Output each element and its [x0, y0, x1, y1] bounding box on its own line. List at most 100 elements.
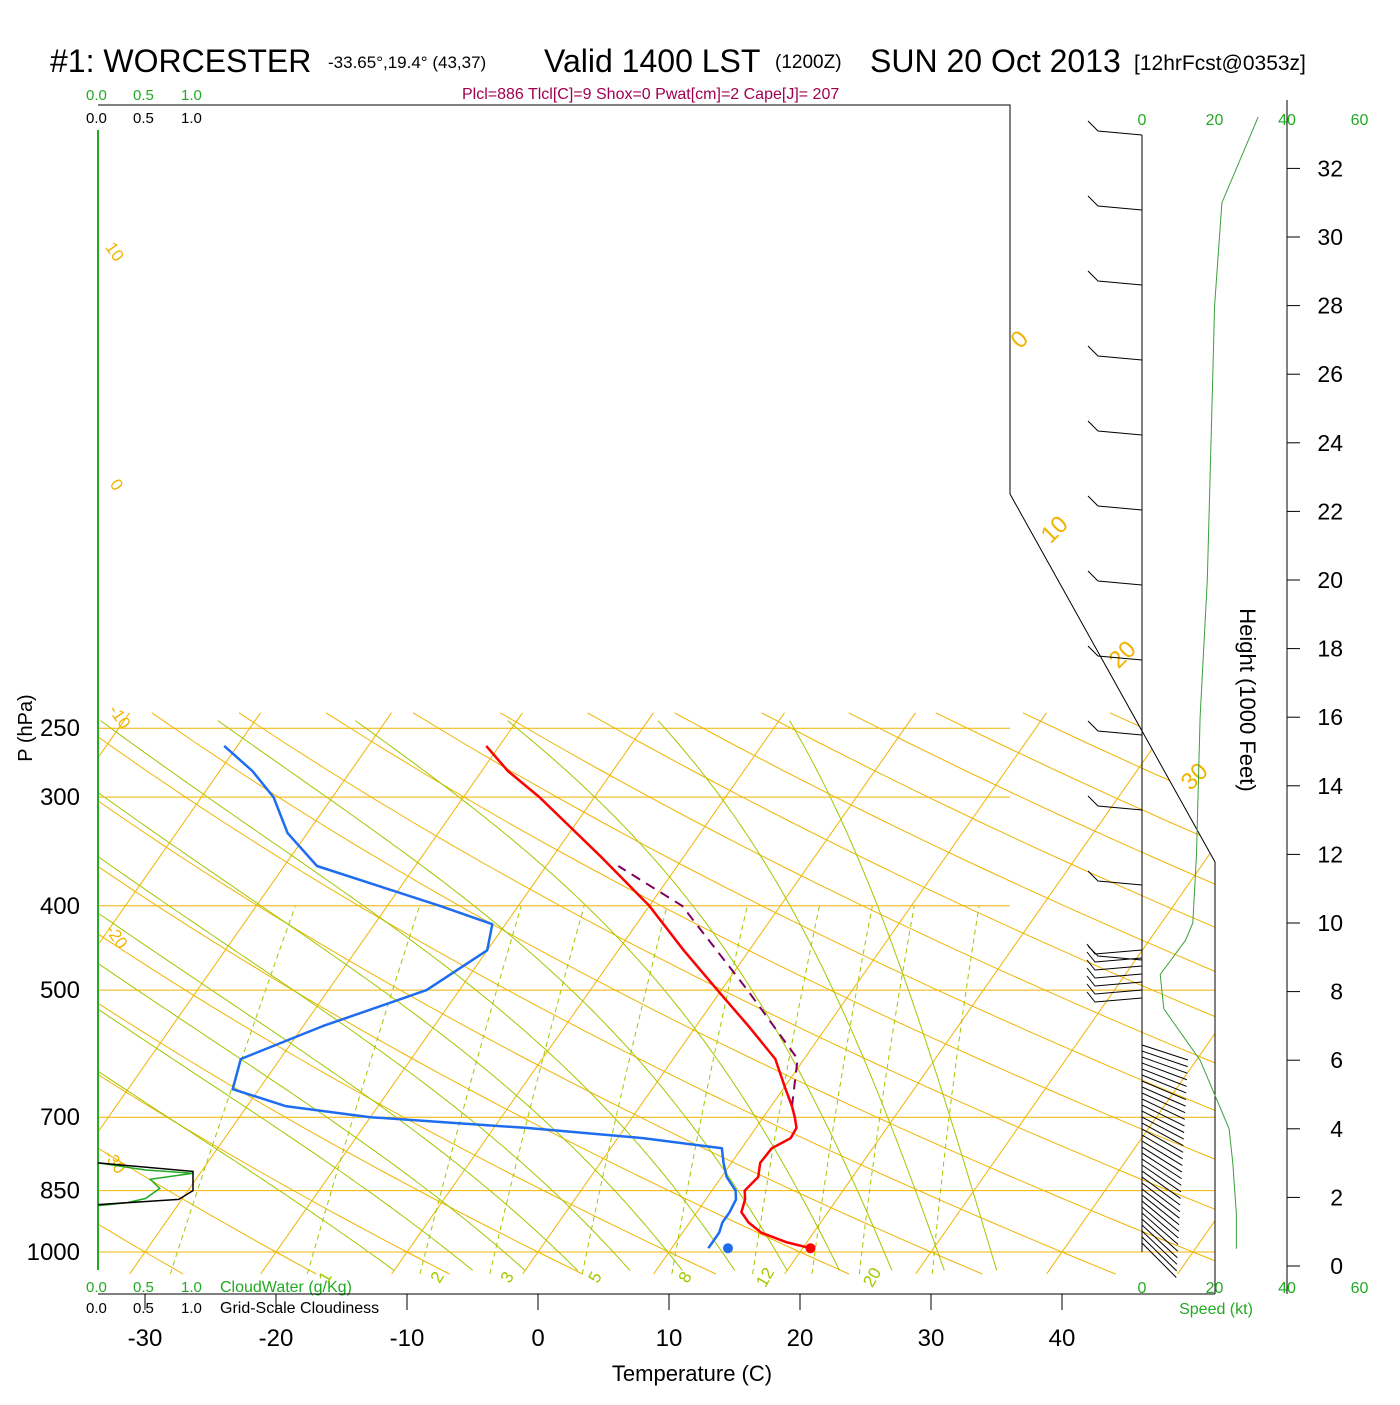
wind-barb — [1142, 1141, 1182, 1165]
temperature-tick-label: -10 — [390, 1325, 425, 1352]
dry-adiabat-label: 30 — [1176, 758, 1214, 796]
pressure-tick-label: 250 — [40, 715, 80, 742]
temperature-tick-label: 0 — [531, 1325, 544, 1352]
pressure-tick-label: 700 — [40, 1104, 80, 1131]
mixing-ratio-label: 12 — [752, 1264, 778, 1290]
height-tick-label: 12 — [1317, 841, 1343, 867]
mixing-ratio-line — [490, 906, 584, 1274]
isotherm-label: -10 — [105, 701, 135, 732]
cloudwater-top-tick: 1.0 — [181, 87, 202, 104]
forecast-date: SUN 20 Oct 2013 — [870, 43, 1121, 79]
cloudiness-top-tick: 0.0 — [86, 110, 107, 127]
cloudwater-bottom-tick: 0.5 — [133, 1279, 154, 1296]
wind-barb — [1142, 1219, 1178, 1251]
wind-barb — [1142, 1051, 1188, 1067]
wind-barb — [1088, 196, 1142, 210]
height-tick-label: 26 — [1317, 361, 1343, 387]
mixing-ratio-label: 3 — [497, 1268, 518, 1286]
cloudiness-bottom-tick: 0.0 — [86, 1300, 107, 1317]
moist-adiabat-line — [101, 721, 735, 1271]
wind-barb — [1088, 121, 1142, 135]
temperature-tick-label: -30 — [128, 1325, 163, 1352]
wind-barb — [1088, 346, 1142, 360]
isotherm-line — [1178, 713, 1400, 1274]
pressure-tick-label: 1000 — [27, 1239, 80, 1266]
station-title: #1: WORCESTER — [50, 43, 311, 79]
cloudiness-bottom-tick: 1.0 — [181, 1300, 202, 1317]
speed-top-tick-label: 0 — [1138, 112, 1147, 129]
wind-barb — [1142, 1225, 1177, 1258]
wind-barb — [1142, 1213, 1178, 1245]
pressure-tick-label: 500 — [40, 977, 80, 1004]
height-tick-label: 30 — [1317, 224, 1343, 250]
wind-barb — [1088, 271, 1142, 285]
mixing-ratio-line — [812, 906, 872, 1274]
cloudiness-bottom-tick: 0.5 — [133, 1300, 154, 1317]
wind-barb — [1142, 1201, 1179, 1231]
pressure-tick-label: 850 — [40, 1178, 80, 1205]
temperature-tick-label: 10 — [656, 1325, 683, 1352]
cloudwater-bottom-tick: 0.0 — [86, 1279, 107, 1296]
isotherm-label: 0 — [106, 476, 127, 495]
temperature-tick-label: -20 — [259, 1325, 294, 1352]
wind-barb — [1087, 944, 1142, 954]
dry-adiabat-line — [1197, 713, 1400, 1274]
wind-barb — [1088, 721, 1142, 735]
speed-bottom-tick-label: 60 — [1351, 1280, 1369, 1297]
height-tick-label: 0 — [1330, 1253, 1343, 1279]
dry-adiabat-line — [1110, 713, 1400, 1274]
wind-barb — [1142, 1171, 1181, 1198]
zulu-time: (1200Z) — [775, 52, 842, 73]
wind-barb — [1088, 871, 1142, 885]
moist-adiabat-line — [1, 721, 682, 1271]
temperature-trace — [486, 746, 810, 1248]
cloudwater-bottom-tick: 1.0 — [181, 1279, 202, 1296]
wind-barb — [1088, 571, 1142, 585]
moist-adiabat-line — [508, 721, 892, 1271]
profiles — [224, 746, 815, 1253]
wind-barb — [1142, 1129, 1183, 1152]
wind-barb — [1142, 1243, 1176, 1278]
moist-adiabat-line — [218, 721, 787, 1271]
wind-barb — [1142, 1195, 1179, 1225]
speed-top-tick-label: 60 — [1351, 112, 1369, 129]
height-tick-label: 2 — [1330, 1184, 1343, 1210]
mixing-ratio-label: 5 — [585, 1268, 606, 1286]
height-tick-label: 16 — [1317, 704, 1343, 730]
cloudwater-top-tick: 0.5 — [133, 87, 154, 104]
wind-barb — [1142, 1135, 1183, 1159]
mixing-ratio-line — [672, 906, 748, 1274]
background-grid — [0, 713, 1400, 1274]
mixing-ratio-line — [307, 906, 419, 1274]
cloudwater-top-tick: 0.0 — [86, 87, 107, 104]
height-tick-label: 8 — [1330, 979, 1343, 1005]
pressure-tick-label: 400 — [40, 893, 80, 920]
y-axis-title: P (hPa) — [15, 694, 37, 761]
temperature-tick-label: 40 — [1049, 1325, 1076, 1352]
pressure-tick-label: 300 — [40, 784, 80, 811]
cloudiness-top-tick: 1.0 — [181, 110, 202, 127]
height-tick-label: 24 — [1317, 430, 1343, 456]
height-tick-label: 22 — [1317, 498, 1343, 524]
dry-adiabat-line — [1371, 713, 1400, 1274]
mixing-ratio-label: 20 — [859, 1264, 885, 1290]
dry-adiabat-label: 10 — [1036, 511, 1074, 549]
wind-barb — [1088, 496, 1142, 510]
wind-barb — [1142, 1237, 1177, 1271]
cloud-bottom-scale: 0.0 0.5 1.0 CloudWater (g/Kg) 0.0 0.5 1.… — [86, 1279, 379, 1317]
wind-barb — [1142, 1147, 1182, 1172]
isotherm-label: -30 — [100, 1146, 130, 1177]
axes: 1000 850 700 500 400 300 250 -30 -20 -10 0 10 20 30 40 — [27, 715, 1076, 1352]
height-tick-label: 18 — [1317, 636, 1343, 662]
dewpoint-trace — [224, 746, 736, 1248]
moist-adiabat-line — [355, 721, 839, 1271]
isotherm-label: -20 — [102, 921, 132, 952]
wind-barb — [1142, 1123, 1183, 1146]
height-tick-label: 32 — [1317, 155, 1343, 181]
sounding-params: Plcl=886 Tlcl[C]=9 Shox=0 Pwat[cm]=2 Cap… — [462, 86, 839, 103]
mixing-ratio-line — [859, 906, 914, 1274]
height-tick-label: 14 — [1317, 773, 1343, 799]
temperature-tick-label: 30 — [918, 1325, 945, 1352]
